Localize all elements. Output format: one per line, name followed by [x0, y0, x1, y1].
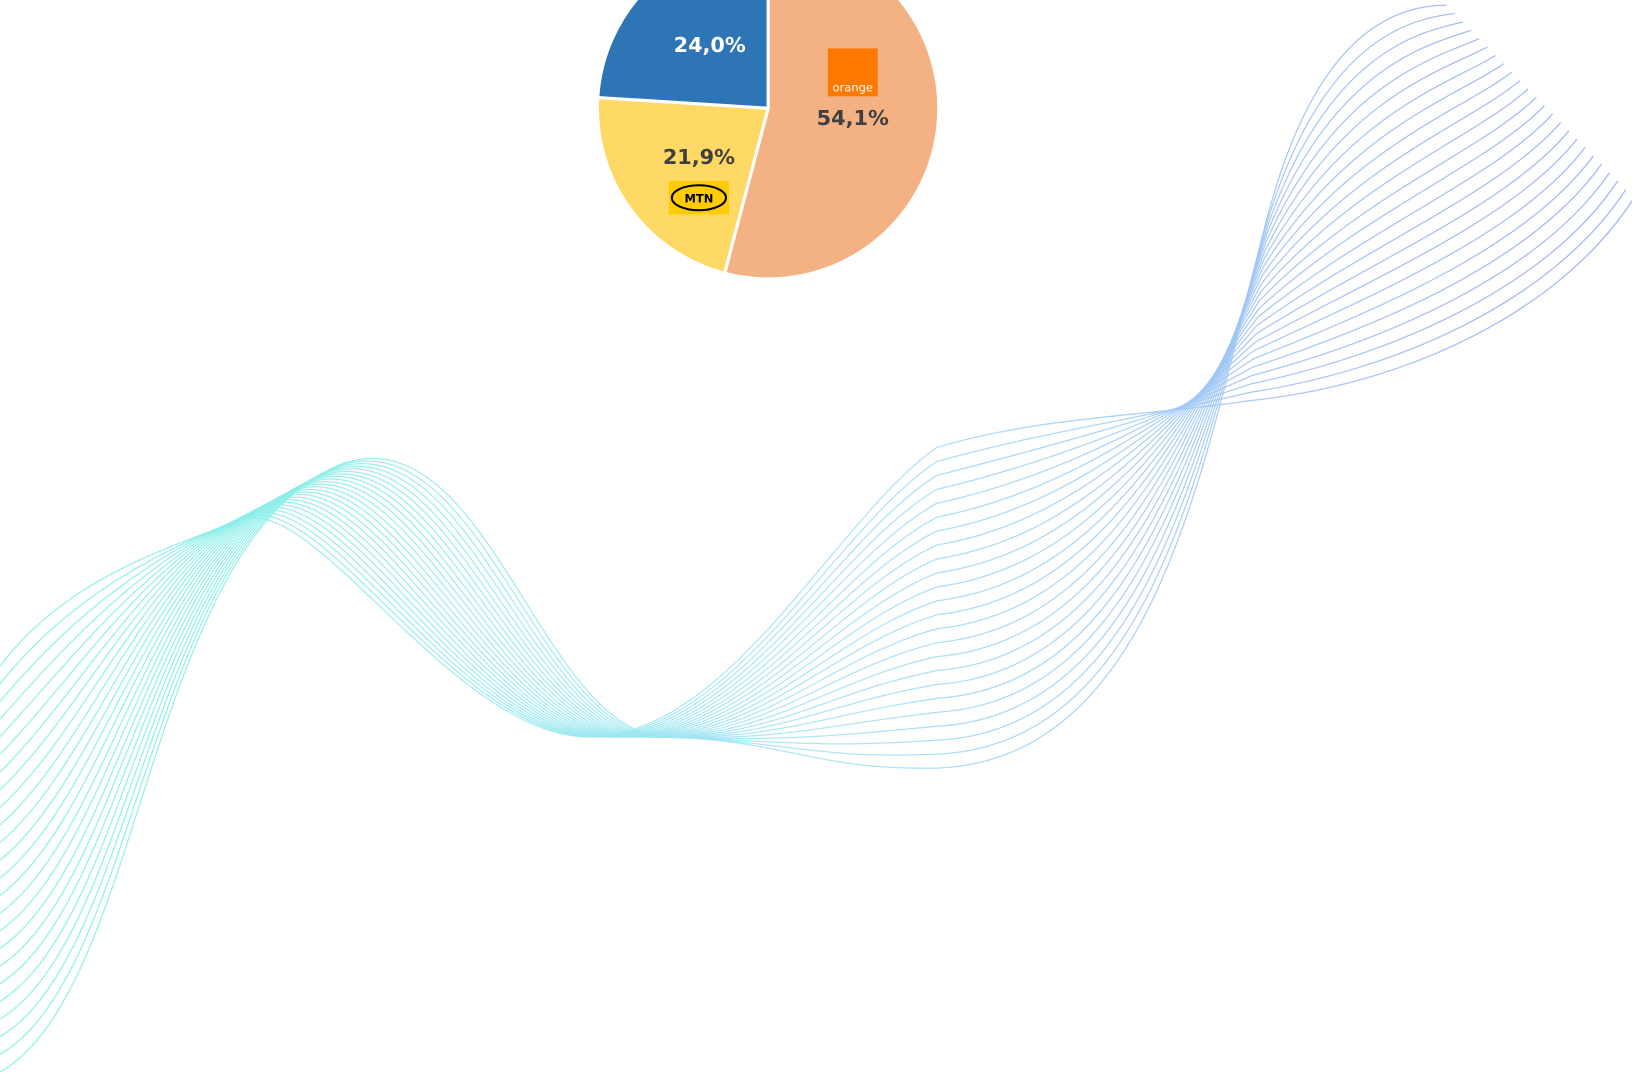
slice-value-label: 21,9%	[663, 145, 735, 169]
wave-line	[0, 12, 1455, 1055]
brand-logo: orange	[827, 48, 878, 97]
wave-line	[0, 46, 1488, 985]
wave-line	[0, 199, 1632, 738]
wave-line	[0, 54, 1496, 967]
wave-line	[0, 29, 1472, 1020]
wave-line	[0, 121, 1562, 826]
logo-text: orange	[833, 80, 873, 94]
wave-line	[0, 88, 1529, 897]
wave-line	[0, 138, 1578, 791]
slice-value-label: 24,0%	[674, 33, 746, 57]
logo-box	[668, 181, 730, 215]
logo-ellipse	[670, 184, 728, 212]
wave-line	[0, 180, 1619, 738]
pie-slice	[596, 0, 770, 110]
wave-line	[0, 80, 1521, 914]
pie-slice	[722, 0, 941, 281]
logo-text: MTN	[685, 191, 714, 205]
slice-value-label: 54,1%	[817, 106, 889, 130]
logo-box	[827, 48, 878, 97]
wave-line	[0, 71, 1513, 932]
wave-line	[0, 4, 1447, 1073]
wave-line	[0, 130, 1570, 808]
wave-line	[0, 38, 1480, 1002]
wave-line	[0, 96, 1537, 879]
wave-line	[0, 113, 1554, 844]
wave-line	[0, 189, 1627, 738]
wave-line	[0, 63, 1505, 949]
wave-line	[0, 105, 1545, 861]
wave-line	[0, 21, 1464, 1038]
brand-logo: MTN	[668, 181, 730, 215]
decorative-waves	[0, 4, 1632, 1073]
